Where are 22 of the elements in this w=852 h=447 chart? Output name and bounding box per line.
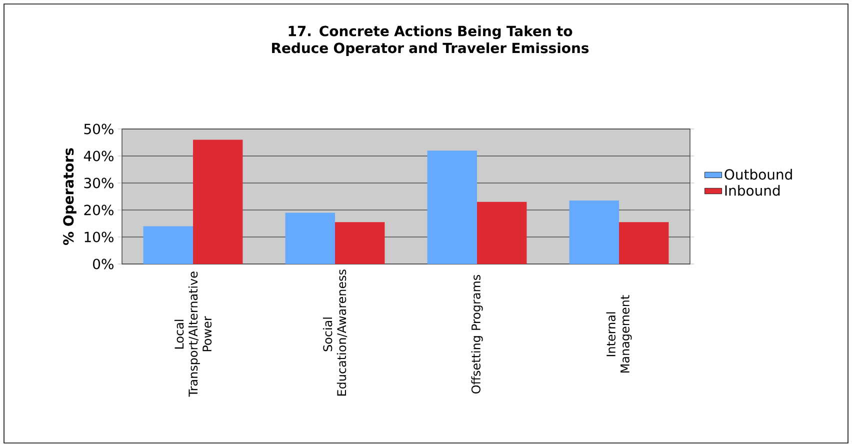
bar [143, 226, 194, 264]
bar [335, 222, 385, 264]
x-tick-label: Social Education/Awareness [322, 270, 348, 396]
x-tick-label: Local Transport/Alternative Power [174, 272, 212, 397]
legend-label: Inbound [725, 184, 780, 196]
y-axis-title: % Operators [63, 148, 76, 245]
y-tick-label: 40% [84, 150, 114, 162]
bar [193, 140, 243, 264]
y-tick-label: 50% [84, 124, 114, 134]
bar [477, 202, 527, 264]
y-tick-label: 20% [84, 204, 114, 216]
x-tick-label: Internal Management [606, 295, 632, 372]
bar [285, 212, 336, 264]
y-tick-label: 10% [84, 232, 114, 242]
bar [427, 150, 478, 264]
bar [619, 222, 669, 264]
chart-title: 17. Concrete Actions Being Taken to Reduce Operator and Traveler Emissions [272, 26, 589, 56]
x-tick-label: Offsetting Programs [471, 274, 483, 394]
y-tick-label: 30% [84, 178, 114, 188]
y-tick-label: 0% [93, 258, 114, 270]
bar [569, 200, 620, 264]
legend-label: Outbound [724, 168, 792, 180]
